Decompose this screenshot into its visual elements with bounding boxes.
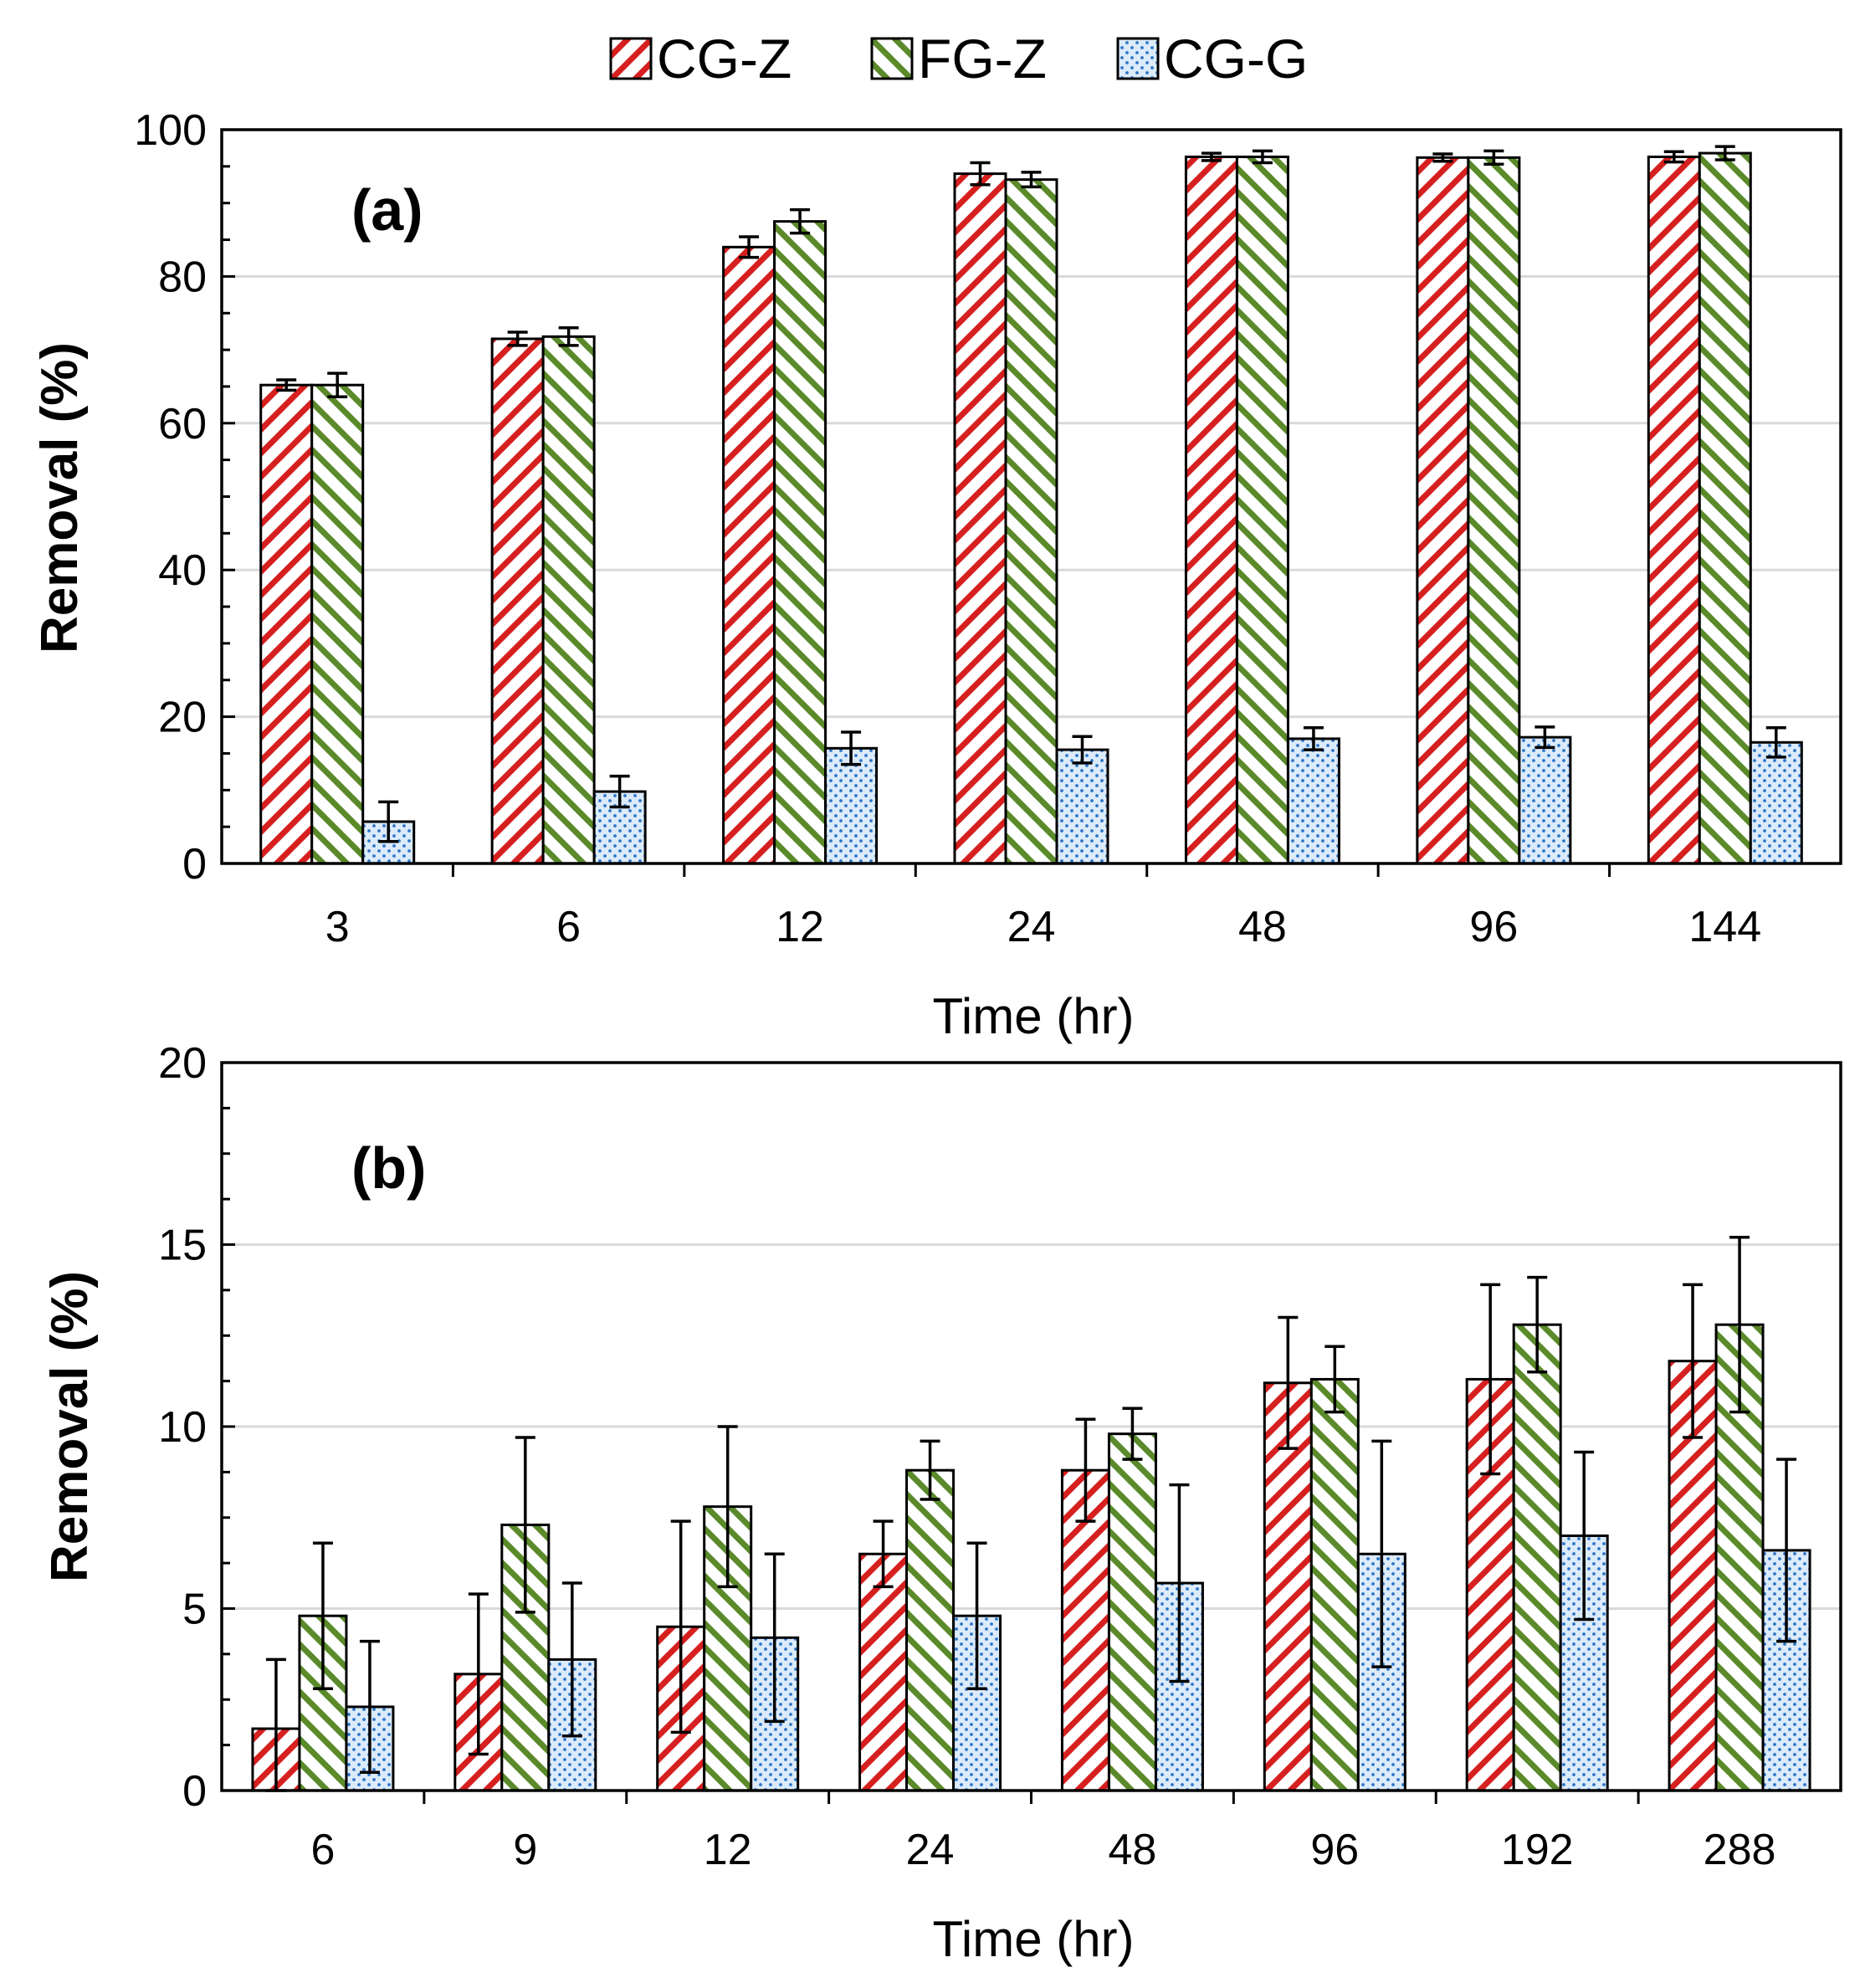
legend-swatch-fgz bbox=[870, 37, 914, 80]
legend: CG-Z FG-Z CG-G bbox=[609, 28, 1308, 90]
x-tick-label-a-48: 48 bbox=[1238, 903, 1287, 951]
y-tick-label-a-60: 60 bbox=[158, 400, 207, 448]
axes-a bbox=[220, 128, 1842, 877]
y-tick-label-a-0: 0 bbox=[182, 840, 207, 889]
bar-a-cgg-96 bbox=[1518, 735, 1572, 865]
bar-a-cgg-24 bbox=[1055, 748, 1109, 865]
x-tick-label-a-6: 6 bbox=[556, 903, 581, 951]
bar-b-fgz-48 bbox=[1107, 1432, 1157, 1792]
bar-a-cgz-24 bbox=[953, 172, 1007, 865]
bar-a-cgz-3 bbox=[259, 383, 314, 865]
bar-a-fgz-3 bbox=[310, 383, 365, 865]
panel-label-a: (a) bbox=[351, 177, 423, 243]
bar-a-fgz-144 bbox=[1698, 151, 1752, 865]
y-axis-title-a: Removal (%) bbox=[31, 342, 89, 653]
legend-swatch-cgz bbox=[609, 37, 653, 80]
x-tick-label-b-24: 24 bbox=[906, 1826, 955, 1874]
y-tick-label-a-40: 40 bbox=[158, 546, 207, 595]
y-tick-label-b-0: 0 bbox=[182, 1767, 207, 1816]
y-tick-label-a-80: 80 bbox=[158, 253, 207, 301]
y-tick-label-b-5: 5 bbox=[182, 1586, 207, 1634]
y-tick-label-b-20: 20 bbox=[158, 1039, 207, 1088]
y-tick-labels-b: 0 5 10 15 20 bbox=[158, 1039, 207, 1816]
x-tick-label-a-24: 24 bbox=[1007, 903, 1056, 951]
bar-a-cgg-144 bbox=[1749, 740, 1803, 865]
bars-b bbox=[251, 1323, 1811, 1792]
legend-item-fgz: FG-Z bbox=[870, 28, 1047, 90]
bar-b-fgz-24 bbox=[905, 1468, 956, 1792]
x-tick-label-a-3: 3 bbox=[325, 903, 350, 951]
y-tick-label-a-20: 20 bbox=[158, 694, 207, 742]
x-tick-label-b-96: 96 bbox=[1310, 1826, 1359, 1874]
bar-a-cgz-12 bbox=[722, 245, 776, 865]
panel-label-b: (b) bbox=[351, 1135, 426, 1201]
legend-label-cgz: CG-Z bbox=[657, 28, 792, 90]
bar-a-cgz-144 bbox=[1647, 155, 1701, 865]
x-tick-labels-b: 6 9 12 24 48 96 192 288 bbox=[310, 1826, 1775, 1874]
bar-a-cgz-96 bbox=[1416, 156, 1470, 865]
y-axis-title-b: Removal (%) bbox=[41, 1271, 99, 1582]
x-tick-labels-a: 3 6 12 24 48 96 144 bbox=[325, 903, 1761, 951]
bar-b-cgz-24 bbox=[858, 1552, 909, 1792]
plot-frame-a bbox=[220, 128, 1842, 865]
bar-b-fgz-96 bbox=[1309, 1377, 1360, 1792]
chart-panel-a: 0 20 40 60 80 100 3 6 12 24 48 96 144 (a) Removal (… bbox=[31, 106, 1842, 1044]
bars-a bbox=[259, 151, 1803, 865]
legend-item-cgg: CG-G bbox=[1116, 28, 1308, 90]
x-tick-label-b-12: 12 bbox=[704, 1826, 752, 1874]
legend-item-cgz: CG-Z bbox=[609, 28, 792, 90]
x-tick-label-b-48: 48 bbox=[1109, 1826, 1157, 1874]
chart-panel-b: 0 5 10 15 20 6 9 12 24 48 96 192 288 (b) Removal (%… bbox=[41, 1039, 1842, 1967]
legend-label-cgg: CG-G bbox=[1164, 28, 1308, 90]
bar-b-fgz-192 bbox=[1512, 1323, 1562, 1792]
x-axis-title-b: Time (hr) bbox=[932, 1911, 1134, 1967]
y-tick-label-b-15: 15 bbox=[158, 1222, 207, 1270]
y-tick-label-a-100: 100 bbox=[134, 106, 207, 155]
error-bars-a bbox=[276, 145, 1786, 843]
y-tick-labels-a: 0 20 40 60 80 100 bbox=[134, 106, 207, 889]
legend-label-fgz: FG-Z bbox=[918, 28, 1047, 90]
error-bars-b bbox=[265, 1236, 1797, 1792]
bar-a-cgg-48 bbox=[1286, 737, 1340, 865]
x-tick-label-b-288: 288 bbox=[1704, 1826, 1776, 1874]
bar-a-fgz-48 bbox=[1235, 155, 1289, 865]
legend-swatch-cgg bbox=[1116, 37, 1160, 80]
bar-a-cgz-48 bbox=[1184, 155, 1238, 865]
x-tick-label-a-96: 96 bbox=[1469, 903, 1518, 951]
bar-a-fgz-24 bbox=[1004, 178, 1058, 865]
x-tick-label-b-6: 6 bbox=[310, 1826, 335, 1874]
x-tick-label-b-9: 9 bbox=[513, 1826, 537, 1874]
x-tick-label-b-192: 192 bbox=[1501, 1826, 1574, 1874]
x-tick-label-a-144: 144 bbox=[1688, 903, 1761, 951]
axes-b bbox=[220, 1061, 1842, 1804]
x-tick-label-a-12: 12 bbox=[776, 903, 824, 951]
bar-a-fgz-96 bbox=[1467, 156, 1521, 865]
plot-frame-b bbox=[220, 1061, 1842, 1792]
x-axis-title-a: Time (hr) bbox=[932, 988, 1134, 1044]
bar-a-cgz-6 bbox=[490, 337, 545, 865]
bar-a-fgz-12 bbox=[773, 220, 827, 865]
bar-b-cgz-96 bbox=[1263, 1381, 1313, 1792]
y-tick-label-b-10: 10 bbox=[158, 1403, 207, 1452]
bar-a-fgz-6 bbox=[541, 335, 596, 865]
